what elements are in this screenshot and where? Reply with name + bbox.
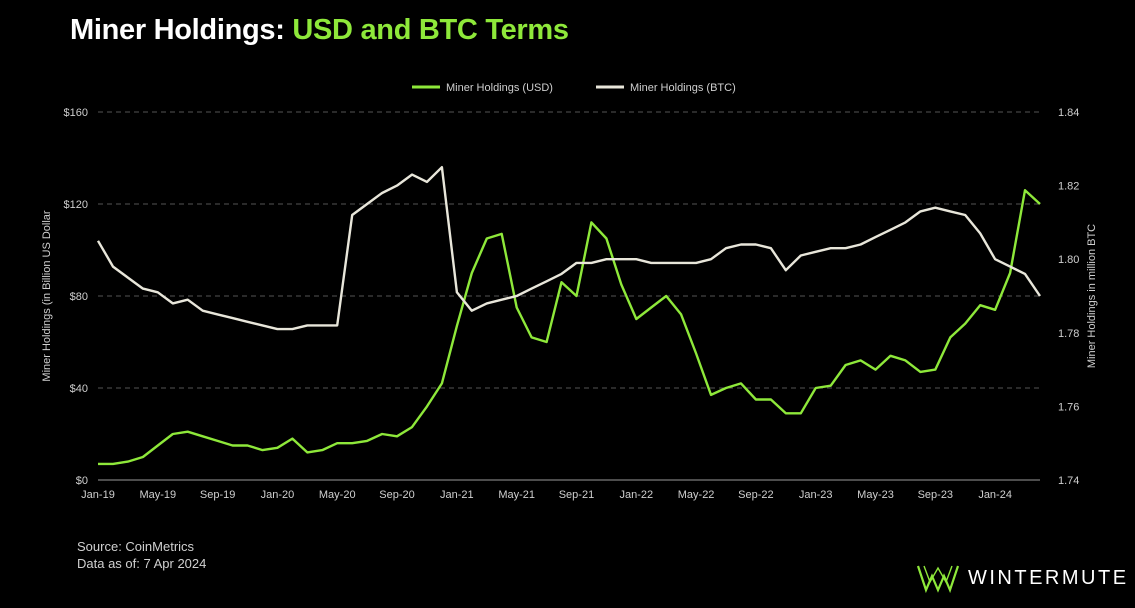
x-tick-label: Sep-20 [379, 489, 414, 501]
x-tick-label: Sep-21 [559, 489, 594, 501]
x-tick-label: Jan-20 [261, 489, 295, 501]
x-tick-label: May-21 [498, 489, 535, 501]
wintermute-logo-icon [916, 565, 960, 594]
y-right-tick-label: 1.80 [1058, 254, 1079, 266]
x-tick-label: Sep-19 [200, 489, 235, 501]
title-main: Miner Holdings: [70, 14, 285, 46]
x-tick-label: Jan-19 [81, 489, 115, 501]
y-right-tick-label: 1.82 [1058, 181, 1079, 193]
series-line-usd [98, 189, 1041, 466]
y-left-axis-title: Miner Holdings (in Billion US Dollar [41, 210, 53, 382]
brand-logo: WINTERMUTE [916, 562, 1129, 594]
x-tick-label: Jan-22 [619, 489, 653, 501]
title-highlight: USD and BTC Terms [292, 14, 569, 46]
y-right-tick-label: 1.78 [1058, 328, 1079, 340]
x-tick-label: Sep-22 [738, 489, 773, 501]
legend-label: Miner Holdings (BTC) [630, 82, 736, 94]
page-title: Miner Holdings: USD and BTC Terms [70, 14, 569, 47]
x-tick-label: May-20 [319, 489, 356, 501]
chart-footer: Source: CoinMetrics Data as of: 7 Apr 20… [77, 538, 206, 572]
legend-label: Miner Holdings (USD) [446, 82, 553, 94]
y-left-tick-label: $80 [70, 291, 88, 303]
x-tick-label: Jan-23 [799, 489, 833, 501]
y-right-axis-title: Miner Holdings in million BTC [1086, 224, 1098, 368]
y-right-tick-label: 1.74 [1058, 475, 1079, 487]
y-left-tick-label: $40 [70, 383, 88, 395]
y-left-tick-label: $0 [76, 475, 88, 487]
x-tick-label: May-19 [139, 489, 176, 501]
x-tick-label: May-23 [857, 489, 894, 501]
y-left-tick-label: $160 [64, 107, 88, 119]
brand-name: WINTERMUTE [968, 566, 1129, 589]
source-note: Source: CoinMetrics [77, 539, 195, 554]
y-right-tick-label: 1.84 [1058, 107, 1079, 119]
series-line-btc [96, 166, 1041, 331]
x-tick-label: Sep-23 [918, 489, 953, 501]
data-date-note: Data as of: 7 Apr 2024 [77, 556, 207, 571]
x-tick-label: May-22 [678, 489, 715, 501]
x-tick-label: Jan-24 [978, 489, 1012, 501]
y-left-tick-label: $120 [64, 199, 88, 211]
y-right-tick-label: 1.76 [1058, 401, 1079, 413]
x-tick-label: Jan-21 [440, 489, 474, 501]
